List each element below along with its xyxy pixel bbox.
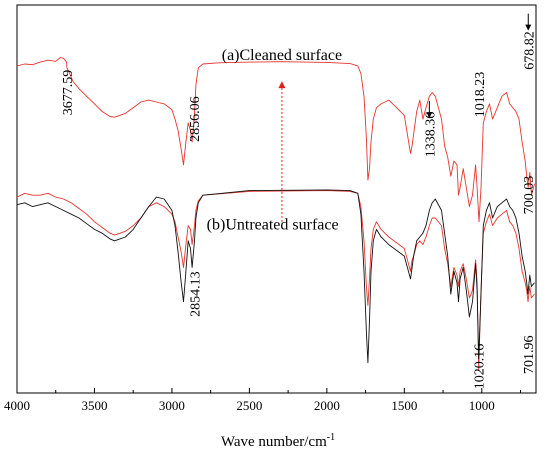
x-tick-label: 3000 <box>159 398 185 413</box>
peak-label: 678.82 <box>522 31 537 70</box>
series-layer <box>16 57 535 371</box>
series-line-2 <box>16 190 535 371</box>
plot-frame <box>16 4 537 394</box>
peak-arrow-head <box>426 112 433 119</box>
peak-label: 1018.23 <box>473 72 488 118</box>
x-tick-label: 3500 <box>81 398 107 413</box>
x-axis-title: Wave number/cm-1 <box>221 432 335 450</box>
series-line-3 <box>16 189 535 364</box>
dashed-arrow-head <box>278 81 286 89</box>
x-tick-label: 2500 <box>236 398 262 413</box>
x-tick-label: 1000 <box>469 398 495 413</box>
panel-label: (b)Untreated surface <box>207 216 339 233</box>
peak-label: 3677.59 <box>61 70 76 116</box>
peak-label: 1338.36 <box>423 112 438 158</box>
x-tick-label: 1500 <box>391 398 417 413</box>
peak-label: 700.03 <box>522 176 537 215</box>
x-axis-title-superscript: -1 <box>327 432 335 443</box>
peak-label: 2854.13 <box>189 271 204 317</box>
panel-label: (a)Cleaned surface <box>222 47 342 64</box>
peak-label: 1020.16 <box>473 344 488 390</box>
x-axis-title-text: Wave number/cm <box>221 434 327 450</box>
peak-arrow-head <box>525 24 532 31</box>
peak-label: 2856.06 <box>188 96 203 142</box>
series-line-1 <box>16 57 535 223</box>
peak-label: 701.96 <box>522 336 537 375</box>
x-tick-label: 4000 <box>4 398 30 413</box>
x-tick-label: 2000 <box>314 398 340 413</box>
x-axis: 4000 3500 3000 2500 2000 1500 1000 <box>4 388 522 413</box>
annotation-layer: (a)Cleaned surface (b)Untreated surface 36… <box>61 13 537 390</box>
